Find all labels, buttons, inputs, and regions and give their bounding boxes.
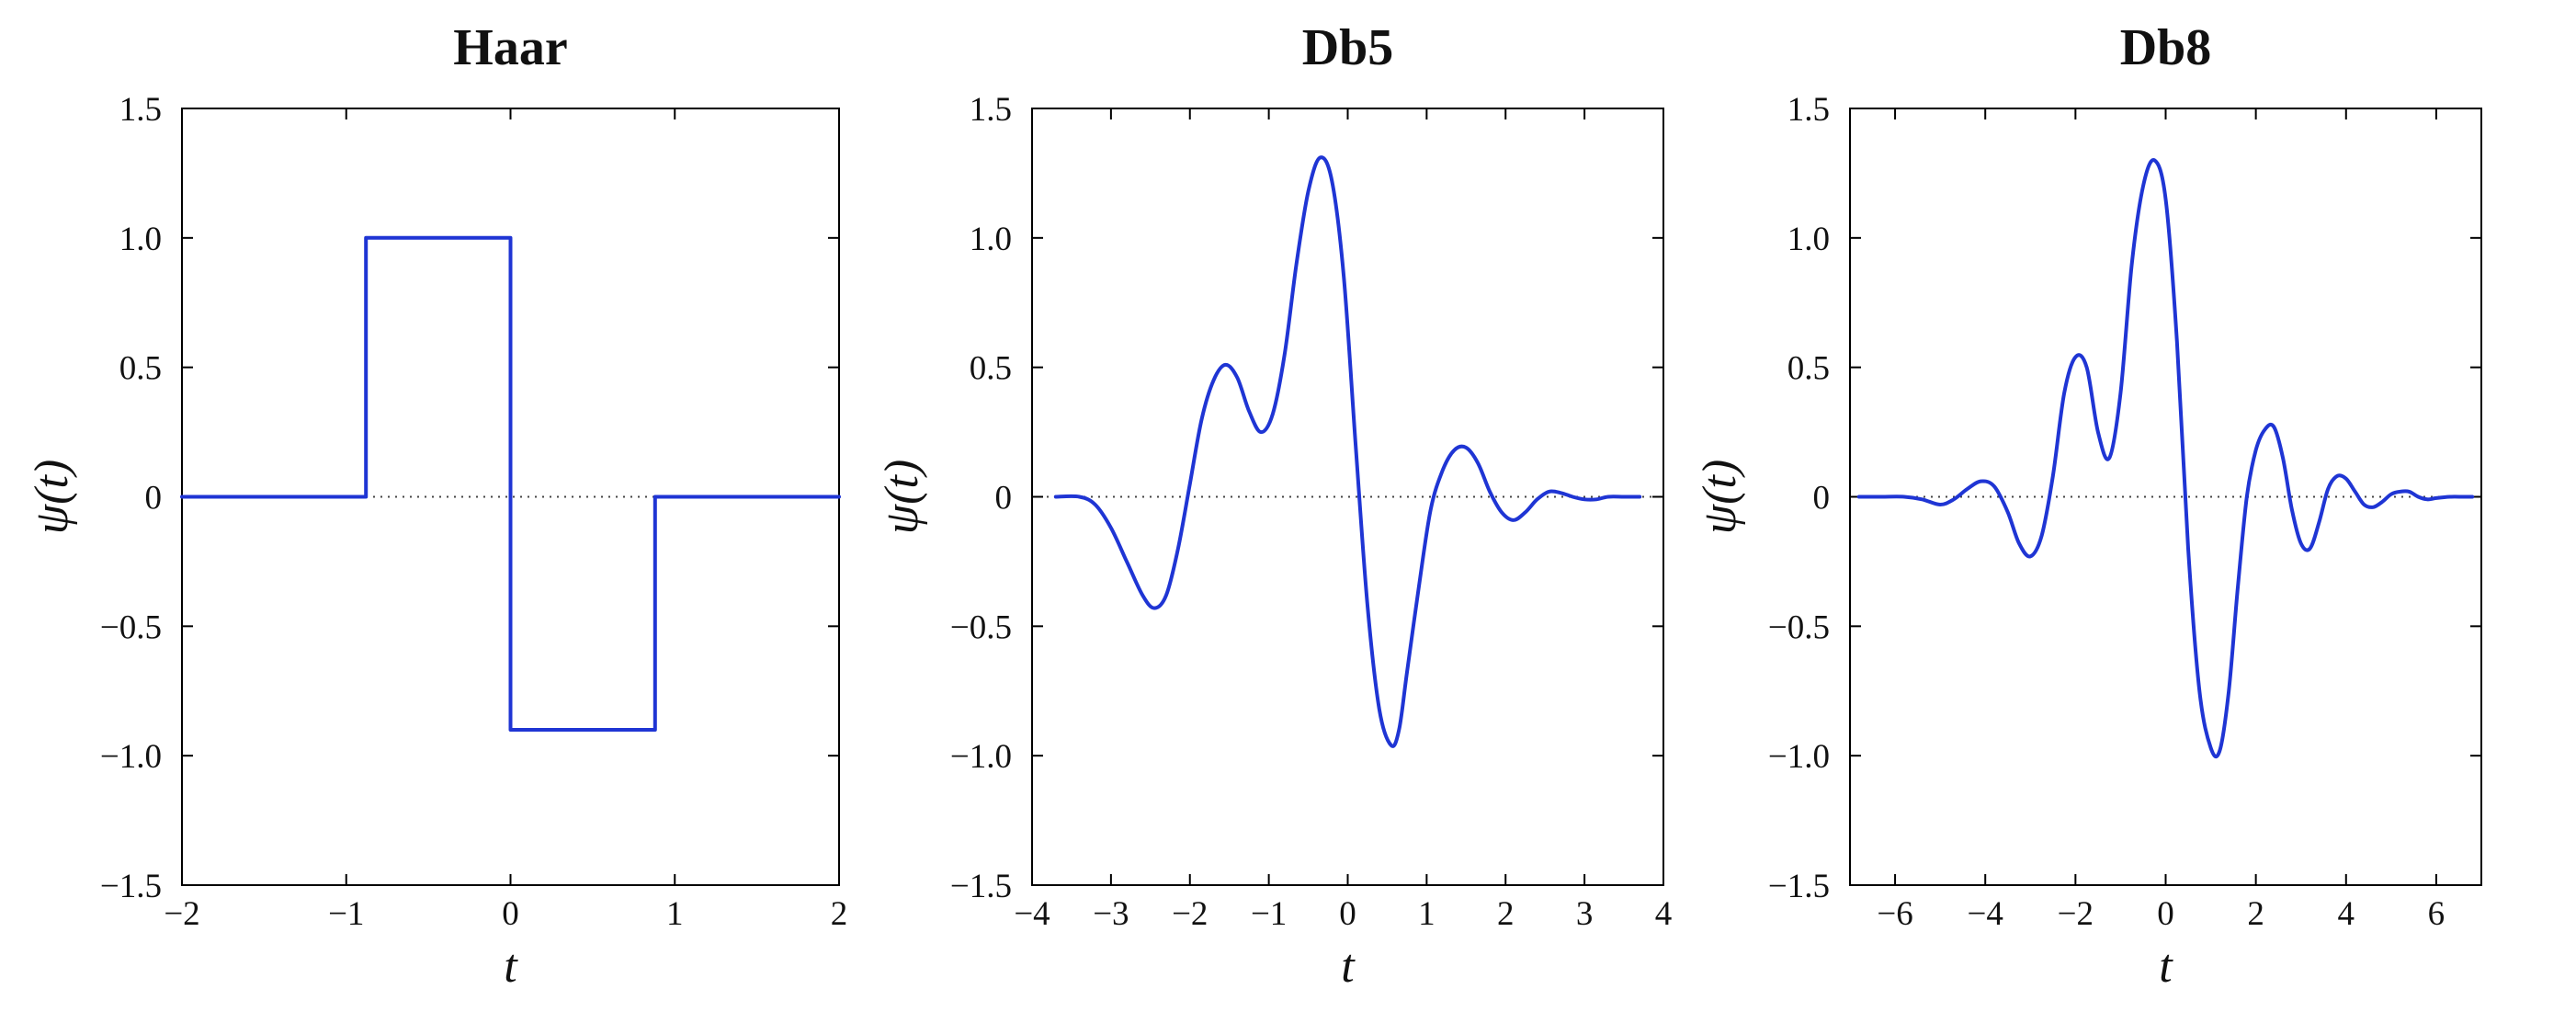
chart-title: Haar	[453, 19, 567, 76]
x-tick-label: 0	[1339, 895, 1356, 933]
y-tick-label: 0.5	[119, 350, 162, 388]
x-tick-label: 1	[1418, 895, 1436, 933]
y-tick-label: −1.5	[950, 868, 1012, 905]
y-axis-label: ψ(t)	[1694, 460, 1746, 534]
x-axis-label: t	[2159, 940, 2173, 993]
y-tick-label: 1.0	[119, 221, 162, 258]
x-tick-label: −4	[1968, 895, 2003, 933]
y-tick-label: −1.0	[100, 738, 162, 776]
x-tick-label: 2	[2247, 895, 2264, 933]
y-tick-label: −1.5	[100, 868, 162, 905]
wavelet-series-line	[1053, 155, 1642, 748]
x-tick-label: 2	[831, 895, 848, 933]
x-axis-label: t	[1341, 940, 1356, 993]
x-tick-label: −1	[328, 895, 364, 933]
y-tick-label: 1.5	[119, 91, 162, 129]
y-axis-label: ψ(t)	[26, 460, 78, 534]
wavelet-series-line	[1856, 158, 2475, 759]
y-tick-label: 0	[1813, 480, 1831, 517]
y-tick-label: −1.0	[950, 738, 1012, 776]
y-tick-label: −0.5	[950, 608, 1012, 646]
chart-panel-1: Haar −2 −1 0 1 2 −1.5 −1.0 −0.5 0 0.5 1.0 1.5 t ψ(t)	[26, 19, 847, 993]
y-tick-label: −0.5	[1768, 608, 1830, 646]
y-tick-label: −0.5	[100, 608, 162, 646]
x-tick-label: −2	[2058, 895, 2094, 933]
y-tick-label: 0.5	[970, 350, 1012, 388]
x-tick-label: 1	[666, 895, 684, 933]
y-axis-label: ψ(t)	[876, 460, 928, 534]
x-tick-label: 3	[1576, 895, 1594, 933]
x-tick-label: 0	[502, 895, 519, 933]
chart-title: Db8	[2120, 19, 2212, 76]
x-tick-label: 6	[2428, 895, 2445, 933]
y-tick-label: 1.0	[970, 221, 1012, 258]
x-tick-label: 4	[2338, 895, 2355, 933]
y-tick-label: 1.5	[1787, 91, 1830, 129]
x-tick-label: −3	[1093, 895, 1129, 933]
wavelet-series-line	[180, 235, 841, 732]
y-tick-label: −1.0	[1768, 738, 1830, 776]
y-tick-label: 1.5	[970, 91, 1012, 129]
x-tick-label: 4	[1655, 895, 1673, 933]
y-tick-label: 1.0	[1787, 221, 1830, 258]
chart-panel-2: Db5 −4 −3 −2 −1 0 1 2 3 4 −1.5 −1.0 −0.5 0 0.5 1.0 1.5 t ψ…	[876, 19, 1672, 993]
y-tick-label: 0.5	[1787, 350, 1830, 388]
y-tick-label: 0	[995, 480, 1013, 517]
x-tick-label: −1	[1251, 895, 1287, 933]
x-tick-label: 2	[1497, 895, 1515, 933]
y-tick-label: 0	[145, 480, 163, 517]
chart-panel-3: Db8 −6 −4 −2 0 2 4 6 −1.5 −1.0 −0.5 0 0.5 1.0 1.5 t ψ(t)	[1694, 19, 2482, 993]
chart-title: Db5	[1302, 19, 1394, 76]
x-tick-label: −2	[1172, 895, 1208, 933]
y-tick-label: −1.5	[1768, 868, 1830, 905]
x-tick-label: −6	[1877, 895, 1912, 933]
x-tick-label: 0	[2157, 895, 2174, 933]
x-tick-label: −2	[164, 895, 199, 933]
x-axis-label: t	[504, 940, 518, 993]
x-tick-label: −4	[1014, 895, 1050, 933]
